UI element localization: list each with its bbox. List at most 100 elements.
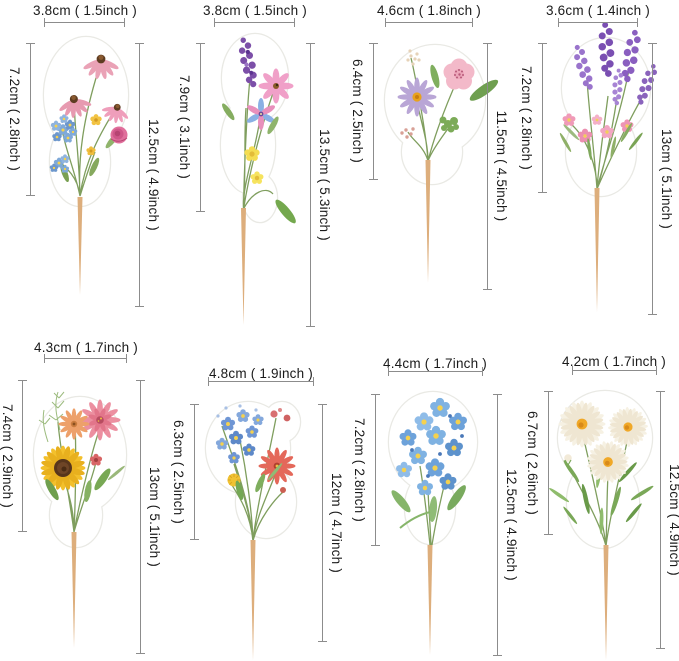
width-measure-line — [572, 366, 657, 375]
width-measure-line — [558, 18, 638, 27]
pink-poppy-purple-daisy-bouquet-illustration — [383, 43, 501, 283]
toothpick — [77, 197, 83, 295]
orange-flower-icon — [58, 408, 90, 440]
cream-sprig-icon — [406, 49, 421, 66]
topper-panel-6: 4.8cm ( 1.9inch ) 6.3cm ( 2.5inch ) 12cm… — [170, 330, 344, 661]
purple-lupine-pansy-bouquet-illustration — [219, 32, 299, 325]
flower-height-measure-line — [26, 43, 35, 196]
toothpick — [427, 545, 433, 655]
toothpick — [71, 532, 77, 648]
topper-panel-3: 4.6cm ( 1.8inch ) 6.4cm ( 2.5inch ) 11.5… — [340, 0, 510, 331]
total-height-measure-line — [656, 391, 665, 649]
red-buds-icon — [270, 408, 291, 422]
width-measure-line — [44, 354, 127, 363]
pink-zinnia-icon — [79, 399, 121, 441]
lupine-spike-icon — [235, 36, 261, 89]
purple-daisy-icon — [397, 77, 437, 117]
flower-height-measure-line — [538, 43, 547, 193]
width-dimension-label: 4.6cm ( 1.8inch ) — [377, 3, 481, 18]
width-measure-line — [44, 18, 125, 27]
topper-panel-8: 4.2cm ( 1.7inch ) 6.7cm ( 2.6inch ) 12.5… — [509, 330, 679, 661]
total-height-dimension-label: 12.5cm ( 4.9inch ) — [504, 469, 519, 581]
width-dimension-label: 3.8cm ( 1.5inch ) — [203, 3, 307, 18]
sticker-outline — [219, 32, 290, 224]
flower-height-dimension-label: 7.9cm ( 3.1inch ) — [177, 75, 192, 179]
width-measure-line — [214, 18, 295, 27]
width-dimension-label: 4.4cm ( 1.7inch ) — [383, 356, 487, 371]
total-height-dimension-label: 12cm ( 4.7inch ) — [329, 473, 344, 573]
total-height-dimension-label: 12.5cm ( 4.9inch ) — [146, 119, 161, 231]
blue-forget-me-not-bouquet-illustration — [387, 390, 479, 655]
coneflower-icon — [56, 95, 95, 121]
width-measure-line — [388, 367, 483, 376]
coneflower-icon — [98, 101, 132, 128]
red-bud-icon — [280, 487, 286, 493]
pink-sprig-icon — [400, 127, 415, 139]
parsley-leaf-icon — [439, 116, 459, 133]
topper-panel-4: 3.6cm ( 1.4inch ) 7.2cm ( 2.8inch ) 13cm… — [509, 0, 679, 331]
topper-panel-1: 3.8cm ( 1.5inch ) 7.2cm ( 2.8inch ) 12.5… — [0, 0, 170, 331]
flower-height-dimension-label: 6.3cm ( 2.5inch ) — [171, 420, 186, 524]
blue-wildflower-spray-icon — [216, 404, 264, 463]
topper-panel-7: 4.4cm ( 1.7inch ) 7.2cm ( 2.8inch ) 12.5… — [340, 330, 519, 661]
flower-height-measure-line — [18, 380, 27, 532]
daisy-bud-icon — [564, 454, 572, 467]
flower-height-dimension-label: 7.2cm ( 2.8inch ) — [7, 67, 22, 171]
flower-height-dimension-label: 7.4cm ( 2.9inch ) — [0, 404, 15, 508]
toothpick — [603, 545, 609, 660]
total-height-measure-line — [306, 43, 315, 327]
buttercup-icon — [250, 171, 264, 184]
topper-panel-2: 3.8cm ( 1.5inch ) 7.9cm ( 3.1inch ) 13.5… — [170, 0, 340, 331]
sunflower-icon — [35, 440, 91, 496]
total-height-measure-line — [135, 43, 144, 307]
toothpick — [425, 160, 431, 283]
width-dimension-label: 4.8cm ( 1.9inch ) — [209, 366, 313, 381]
flower-height-dimension-label: 6.4cm ( 2.5inch ) — [350, 59, 365, 163]
sunflower-bouquet-illustration — [32, 391, 128, 648]
toothpick — [594, 188, 600, 312]
width-dimension-label: 3.8cm ( 1.5inch ) — [33, 3, 137, 18]
width-dimension-label: 3.6cm ( 1.4inch ) — [546, 3, 650, 18]
width-dimension-label: 4.3cm ( 1.7inch ) — [34, 340, 138, 355]
flower-height-measure-line — [544, 391, 553, 535]
pink-poppy-icon — [443, 58, 475, 90]
pink-cosmos-icon — [258, 68, 294, 104]
width-measure-line — [385, 18, 473, 27]
toothpick — [241, 208, 246, 325]
feathery-sprig-icon — [38, 391, 65, 443]
total-height-dimension-label: 12.5cm ( 4.9inch ) — [667, 464, 679, 576]
red-flower-icon — [89, 453, 103, 466]
topper-panel-5: 4.3cm ( 1.7inch ) 7.4cm ( 2.9inch ) 13cm… — [0, 330, 170, 661]
total-height-dimension-label: 11.5cm ( 4.5inch ) — [494, 110, 509, 222]
total-height-measure-line — [493, 394, 502, 656]
white-daisy-bouquet-illustration — [548, 389, 655, 660]
total-height-measure-line — [483, 43, 492, 290]
total-height-dimension-label: 13cm ( 5.1inch ) — [659, 129, 674, 229]
buttercup-icon — [244, 146, 260, 161]
flower-height-dimension-label: 7.2cm ( 2.8inch ) — [519, 66, 534, 170]
coneflower-icon — [82, 54, 120, 80]
flower-height-measure-line — [371, 394, 380, 546]
toothpick — [250, 540, 256, 660]
flower-height-dimension-label: 6.7cm ( 2.6inch ) — [525, 411, 540, 515]
white-daisy-icon — [602, 401, 654, 453]
white-daisy-icon — [556, 398, 608, 450]
width-dimension-label: 4.2cm ( 1.7inch ) — [562, 354, 666, 369]
blue-wildflower-red-daisy-bouquet-illustration — [204, 400, 302, 660]
width-measure-line — [208, 377, 314, 386]
flower-height-measure-line — [369, 43, 378, 180]
flower-height-measure-line — [196, 43, 205, 212]
total-height-measure-line — [318, 404, 327, 642]
total-height-measure-line — [136, 380, 145, 654]
pink-coneflower-bouquet-illustration — [42, 35, 132, 295]
total-height-measure-line — [648, 43, 657, 315]
total-height-dimension-label: 13cm ( 5.1inch ) — [147, 467, 162, 567]
lavender-bouquet-illustration — [558, 21, 660, 312]
flower-height-dimension-label: 7.2cm ( 2.8inch ) — [352, 418, 367, 522]
flower-height-measure-line — [190, 404, 199, 540]
total-height-dimension-label: 13.5cm ( 5.3inch ) — [317, 129, 332, 241]
blue-pink-lily-icon — [246, 98, 276, 130]
white-daisy-icon — [582, 436, 634, 488]
peony-icon — [110, 126, 128, 144]
